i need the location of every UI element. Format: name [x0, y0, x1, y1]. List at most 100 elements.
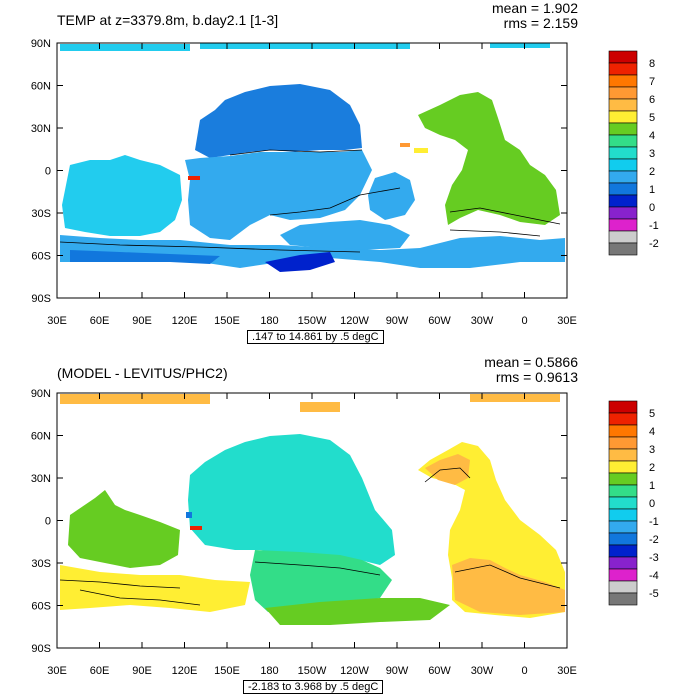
contour-lines: [59, 149, 561, 253]
cold-anomaly-spot: [186, 512, 192, 518]
contour-range-label: -2.183 to 3.968 by .5 degC: [243, 680, 384, 694]
indian-ocean-region: [68, 490, 180, 568]
colorbar-label: 7: [649, 76, 655, 88]
lon-tick-label: 60W: [428, 315, 451, 327]
colorbar-label: 1: [649, 480, 655, 492]
longitude-labels: 30E 60E 90E 120E 150E 180 150W 120W 90W 60W 30W 0 30…: [47, 315, 577, 327]
difference-map-panel: (MODEL - LEVITUS/PHC2) mean = 0.5866 rms…: [0, 350, 700, 700]
lon-tick-label: 30E: [557, 315, 577, 327]
contour-line: [449, 229, 541, 237]
colorbar-swatch: [608, 62, 638, 76]
mean-label: mean = 0.5866: [484, 354, 578, 370]
contour-line: [59, 579, 181, 589]
colorbar-label: 4: [649, 426, 655, 438]
colorbar-label: 8: [649, 58, 655, 70]
lon-tick-label: 150W: [298, 315, 327, 327]
lon-tick-label: 30E: [47, 315, 67, 327]
contour-line: [454, 564, 561, 589]
axis-ticks: [56, 392, 568, 649]
lon-tick-label: 120E: [172, 665, 198, 677]
colorbar-swatch: [608, 460, 638, 474]
contour-line: [269, 187, 401, 216]
colorbar-label: -1: [649, 516, 659, 528]
indian-ocean-region: [62, 155, 182, 236]
lon-tick-label: 60E: [90, 665, 110, 677]
contour-line: [449, 207, 561, 225]
colorbar-swatch: [608, 496, 638, 510]
ocean-fill-regions: [60, 394, 565, 625]
lon-tick-label: 90E: [132, 315, 152, 327]
colorbar-label: 0: [649, 498, 655, 510]
colorbar-swatch: [608, 182, 638, 196]
colorbar-swatch: [608, 580, 638, 594]
southern-ocean-region: [265, 598, 450, 625]
rms-label: rms = 2.159: [503, 15, 578, 31]
colorbar-swatch: [608, 592, 638, 606]
south-pacific-region: [280, 220, 410, 250]
colorbar-swatch: [608, 218, 638, 232]
colorbar-label: 6: [649, 94, 655, 106]
lon-tick-label: 90E: [132, 665, 152, 677]
colorbar-swatch: [608, 86, 638, 100]
lon-tick-label: 60E: [90, 315, 110, 327]
colorbar: [608, 50, 638, 256]
lon-tick-label: 180: [260, 665, 278, 677]
colorbar-label: -4: [649, 570, 659, 582]
lon-tick-label: 120W: [340, 665, 369, 677]
lon-tick-label: 30W: [471, 315, 494, 327]
colorbar-swatch: [608, 544, 638, 558]
lat-tick-label: 0: [45, 166, 51, 178]
axis-ticks: [56, 42, 568, 299]
lon-tick-label: 0: [521, 665, 527, 677]
colorbar-swatch: [608, 508, 638, 522]
warm-anomaly-spot: [414, 148, 428, 153]
colorbar-swatch: [608, 532, 638, 546]
colorbar-swatch: [608, 74, 638, 88]
south-pacific-region: [185, 150, 372, 240]
colorbar-swatch: [608, 242, 638, 256]
lon-tick-label: 30W: [471, 665, 494, 677]
latitude-labels: 90N 60N 30N 0 30S 60S 90S: [31, 388, 51, 655]
colorbar-labels: 5 4 3 2 1 0 -1 -2 -3 -4 -5: [649, 408, 659, 600]
rms-label: rms = 0.9613: [495, 369, 578, 385]
difference-map: 90N 60N 30N 0 30S 60S 90S 30E 60E 90E 120E 150E 180…: [31, 388, 659, 677]
colorbar-label: 5: [649, 408, 655, 420]
longitude-labels: 30E 60E 90E 120E 150E 180 150W 120W 90W 60W 30W 0 30…: [47, 665, 577, 677]
colorbar-label: 3: [649, 148, 655, 160]
warm-anomaly-spot: [400, 143, 410, 147]
pacific-region: [188, 434, 395, 565]
colorbar-swatch: [608, 230, 638, 244]
contour-line: [229, 149, 363, 156]
contour-line: [424, 467, 471, 483]
colorbar-label: 0: [649, 202, 655, 214]
colorbar-swatch: [608, 206, 638, 220]
lon-tick-label: 90W: [386, 315, 409, 327]
south-pacific-region: [250, 550, 392, 612]
colorbar-label: -5: [649, 588, 659, 600]
colorbar-swatch: [608, 472, 638, 486]
atlantic-warm-region: [452, 558, 565, 615]
mean-label: mean = 1.902: [491, 0, 578, 16]
map-title: TEMP at z=3379.8m, b.day2.1 [1-3]: [57, 12, 279, 28]
lon-tick-label: 60W: [428, 665, 451, 677]
colorbar-swatch: [608, 556, 638, 570]
arctic-region: [300, 402, 340, 412]
arctic-region: [470, 394, 560, 402]
arctic-region: [60, 44, 190, 51]
colorbar-label: -1: [649, 220, 659, 232]
colorbar-swatch: [608, 568, 638, 582]
lon-tick-label: 0: [521, 315, 527, 327]
lat-tick-label: 60N: [31, 431, 51, 443]
colorbar-label: 4: [649, 130, 655, 142]
lat-tick-label: 90N: [31, 38, 51, 50]
colorbar-swatch: [608, 170, 638, 184]
warm-anomaly-spot: [190, 526, 202, 530]
colorbar-swatch: [608, 146, 638, 160]
colorbar-label: -2: [649, 534, 659, 546]
colorbar-swatch: [608, 412, 638, 426]
lon-tick-label: 90W: [386, 665, 409, 677]
temperature-map-panel: TEMP at z=3379.8m, b.day2.1 [1-3] mean =…: [31, 0, 659, 344]
colorbar-label: 2: [649, 462, 655, 474]
lat-tick-label: 60N: [31, 81, 51, 93]
lat-tick-label: 30S: [31, 558, 51, 570]
